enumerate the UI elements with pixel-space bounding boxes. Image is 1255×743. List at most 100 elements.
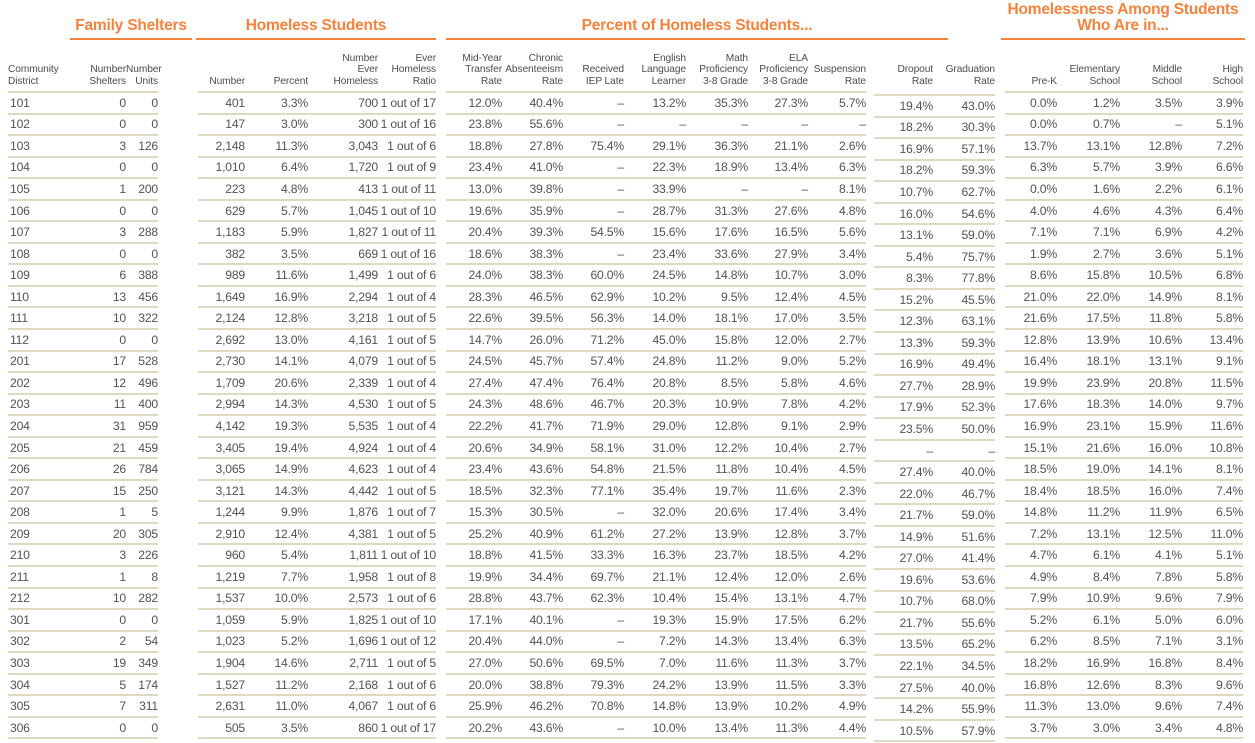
table-row: 111 10 322 [8, 308, 158, 331]
table-cell: 2,910 [215, 526, 246, 541]
table-cell: 3.0% [281, 117, 308, 132]
table-cell: 9.6% [1155, 591, 1182, 606]
column-header: ELA Proficiency 3-8 Grade [759, 52, 808, 87]
table-cell: 15 [112, 483, 126, 498]
table-cell: 18.2% [1023, 655, 1057, 670]
table-cell: 62.3% [590, 591, 624, 606]
table-row: 14.7% 26.0% 71.2% 45.0% 15.8% 12.0% 2.7% [446, 330, 866, 352]
table-cell: 1,023 [215, 634, 246, 649]
table-cell: 1 out of 6 [387, 138, 436, 153]
header-rule [8, 91, 158, 93]
table-cell: 12.3% [899, 314, 933, 329]
table-row: 401 3.3% 700 1 out of 17 [198, 93, 436, 115]
table-cell: 8.4% [1093, 569, 1120, 584]
table-row: 24.0% 38.3% 60.0% 24.5% 14.8% 10.7% 3.0% [446, 265, 866, 287]
table-cell: 11.3% [775, 720, 808, 735]
table-cell: 2.9% [839, 418, 866, 433]
table-cell: 311 [139, 699, 158, 714]
table-row: 12.8% 13.9% 10.6% 13.4% [1005, 330, 1243, 352]
table-cell: 1,709 [215, 375, 246, 390]
table-cell: 27.4% [899, 465, 933, 480]
table-cell: 5.6% [839, 225, 866, 240]
table-cell: 18.1% [1086, 354, 1120, 369]
table-row: 23.8% 55.6% – – – – – [446, 115, 866, 137]
table-row: 13.5% 65.2% [874, 635, 995, 657]
table-cell: 13.9% [1086, 332, 1120, 347]
table-row: 2,631 11.0% 4,067 1 out of 6 [198, 696, 436, 718]
table-cell: 13.1% [1086, 138, 1120, 153]
group-title-underline [70, 37, 192, 40]
table-cell: 12.8% [1148, 138, 1182, 153]
table-cell: 1 out of 10 [380, 203, 437, 218]
table-cell: 1,010 [215, 160, 246, 175]
table-cell: 6.1% [1093, 612, 1120, 627]
table-cell: 6.5% [1216, 505, 1243, 520]
table-cell: 2,294 [348, 289, 379, 304]
table-cell: 4.2% [1216, 225, 1243, 240]
table-cell: 12 [112, 375, 126, 390]
table-cell: 39.5% [529, 311, 563, 326]
table-cell: 3.5% [281, 720, 308, 735]
table-row: 23.4% 43.6% 54.8% 21.5% 11.8% 10.4% 4.5% [446, 459, 866, 481]
table-cell: 1,499 [348, 268, 379, 283]
table-cell: 47.4% [529, 375, 563, 390]
table-cell: 29.0% [652, 418, 686, 433]
table-cell: 5.7% [281, 203, 308, 218]
table-cell: 24.0% [468, 268, 502, 283]
table-cell: 21.5% [652, 462, 686, 477]
table-cell: 6.3% [839, 160, 866, 175]
table-cell: 0 [151, 612, 158, 627]
table-cell: 16.9% [899, 141, 933, 156]
table-cell: 174 [138, 677, 158, 692]
table-cell: 2,124 [215, 311, 246, 326]
table-cell: 1 out of 4 [387, 418, 436, 433]
table-cell: 22.3% [652, 160, 686, 175]
table-cell: 2.7% [839, 440, 866, 455]
table-cell: 24.3% [468, 397, 502, 412]
table-row: 19.9% 23.9% 20.8% 11.5% [1005, 373, 1243, 395]
table-cell: 4.0% [1030, 203, 1057, 218]
table-cell: 210 [10, 548, 30, 563]
table-row: 20.0% 38.8% 79.3% 24.2% 13.9% 11.5% 3.3% [446, 675, 866, 697]
table-cell: 62.7% [961, 184, 995, 199]
table-row: 7.1% 7.1% 6.9% 4.2% [1005, 222, 1243, 244]
table-cell: 17.4% [774, 505, 808, 520]
table-cell: 50.6% [529, 655, 563, 670]
table-cell: 9.9% [281, 505, 308, 520]
table-cell: 2,994 [215, 397, 246, 412]
column-header: English Language Learner [641, 52, 686, 87]
table-row: 18.4% 18.5% 16.0% 7.4% [1005, 481, 1243, 503]
table-cell: 22.2% [468, 418, 502, 433]
table-cell: 1 out of 17 [380, 720, 437, 735]
table-cell: 11.3% [1024, 699, 1057, 714]
table-cell: 54 [144, 634, 158, 649]
table-row: 1,527 11.2% 2,168 1 out of 6 [198, 675, 436, 697]
table-cell: 102 [10, 117, 30, 132]
table-cell: 10.5% [1148, 268, 1182, 283]
column-header: Dropout Rate [897, 64, 933, 87]
table-cell: 111 [10, 311, 28, 326]
table-cell: 39.8% [529, 181, 563, 196]
table-row: 206 26 784 [8, 459, 158, 481]
column-header-row: Dropout Rate Graduation Rate [874, 0, 995, 91]
table-cell: 57.4% [590, 354, 624, 369]
table-row: 2,910 12.4% 4,381 1 out of 5 [198, 524, 436, 546]
table-row: 204 31 959 [8, 416, 158, 438]
table-cell: 13.7% [1023, 138, 1057, 153]
table-cell: – [617, 181, 624, 196]
table-cell: 20.8% [1148, 375, 1182, 390]
table-cell: 55.9% [961, 702, 995, 717]
table-cell: 11.2% [1087, 505, 1120, 520]
table-cell: 3.9% [1155, 160, 1182, 175]
table-cell: 31.0% [652, 440, 686, 455]
table-cell: 4.1% [1155, 548, 1182, 563]
table-cell: 59.3% [961, 163, 995, 178]
table-cell: – [741, 117, 748, 132]
group-title-homeless-students: Homeless Students [196, 0, 436, 40]
table-row: 1,219 7.7% 1,958 1 out of 8 [198, 567, 436, 589]
table-row: 1,904 14.6% 2,711 1 out of 5 [198, 653, 436, 675]
table-cell: – [859, 117, 866, 132]
table-cell: 59.0% [961, 228, 995, 243]
table-row: 0.0% 0.7% – 5.1% [1005, 115, 1243, 137]
